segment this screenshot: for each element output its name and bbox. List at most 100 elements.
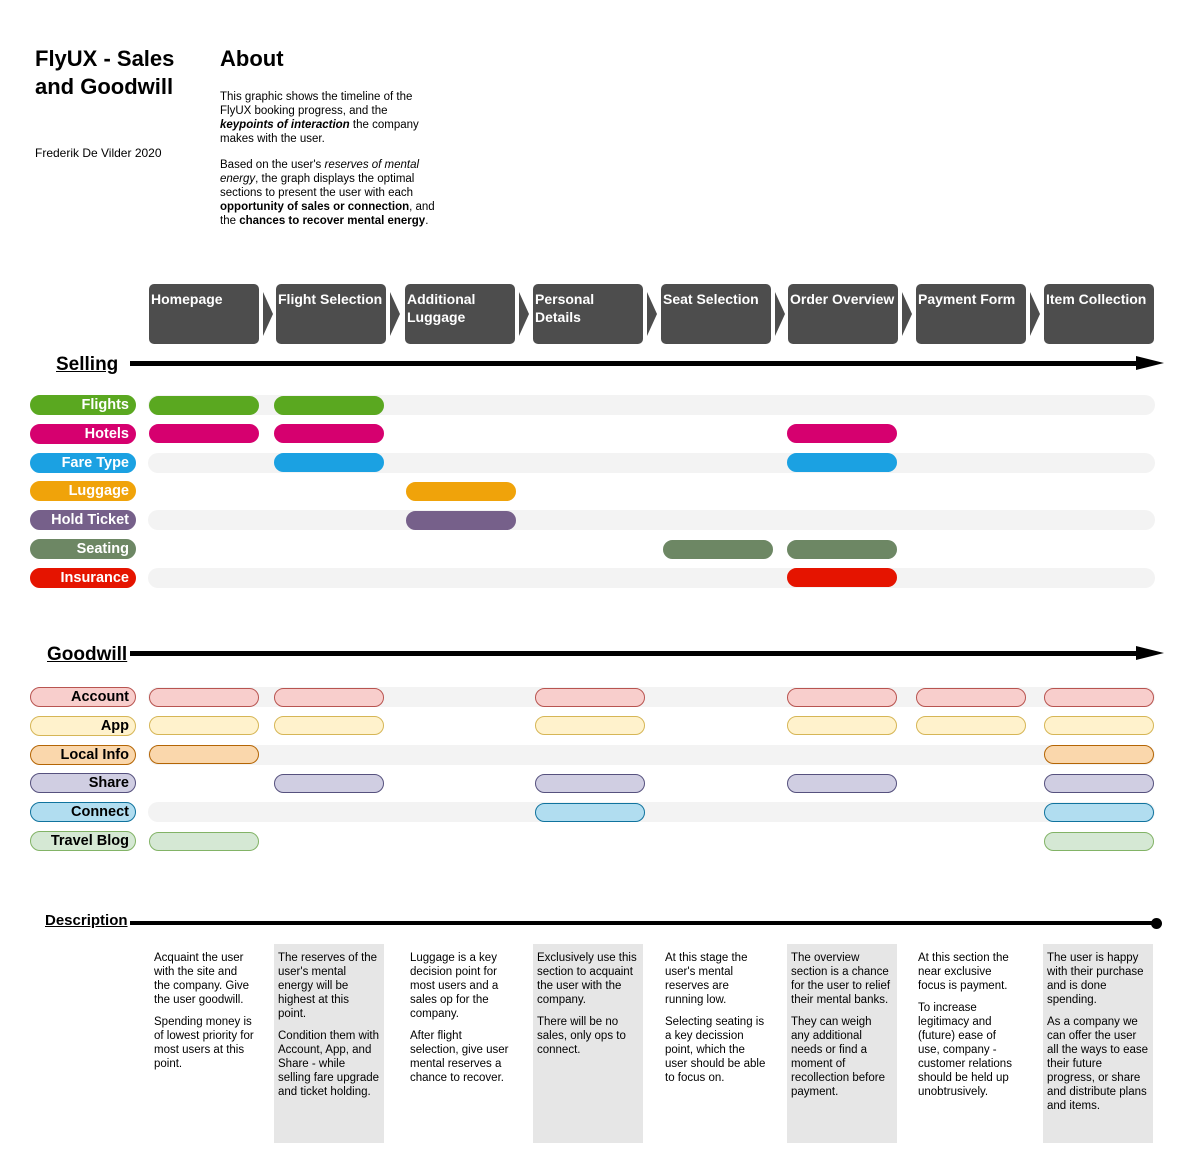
bar-hotels-homepage [149, 424, 259, 444]
selling-arrowhead [1136, 356, 1164, 370]
description-paragraph: They can weigh any additional needs or f… [791, 1016, 885, 1098]
row-label-app: App [30, 715, 136, 736]
stage-chevron [775, 292, 785, 336]
bar-seating-seat-selection [663, 539, 773, 559]
goodwill-arrowhead [1136, 646, 1164, 660]
bar-share-personal-details [535, 773, 645, 793]
bar-app-payment-form [916, 716, 1026, 736]
description-paragraph: Condition them with Account, App, and Sh… [278, 1030, 380, 1098]
bar-app-flight-selection [274, 716, 384, 736]
description-column-bg [533, 944, 643, 1143]
row-track [148, 452, 1155, 473]
description-paragraph: To increase legitimacy and (future) ease… [918, 1002, 1012, 1098]
description-column-bg [274, 944, 384, 1143]
stage-chevron [647, 292, 657, 336]
about-text-segment: , and the [220, 201, 435, 227]
bar-account-personal-details [535, 687, 645, 707]
description-paragraph: The user is happy with their purchase an… [1047, 952, 1144, 1006]
about-text: This graphic shows the timeline of the F… [220, 90, 435, 238]
stage-order-overview: Order Overview [788, 284, 898, 344]
stage-homepage: Homepage [149, 284, 259, 344]
about-text-segment: reserves of mental energy [220, 159, 420, 185]
about-text-segment: . [425, 215, 429, 227]
stage-seat-selection: Seat Selection [661, 284, 771, 344]
page-title: FlyUX - Sales and Goodwill [35, 46, 175, 99]
description-paragraph: Acquaint the user with the site and the … [154, 952, 250, 1006]
stage-chevron [902, 292, 912, 336]
about-text-segment: keypoints of interaction [220, 119, 350, 131]
description-payment-form: At this section the near exclusive focus… [918, 951, 1020, 1107]
row-track [148, 687, 1155, 707]
stage-chevron [263, 292, 273, 336]
row-label-travel-blog: Travel Blog [30, 831, 136, 851]
row-label-flights: Flights [30, 395, 136, 415]
about-text-segment: the company makes with the user. [220, 119, 419, 145]
bar-app-item-collection [1044, 716, 1154, 736]
row-label-insurance: Insurance [30, 567, 136, 588]
row-track [148, 802, 1155, 823]
bar-local-info-item-collection [1044, 745, 1154, 765]
row-track [148, 744, 1155, 765]
bar-travel-blog-homepage [149, 831, 259, 851]
description-paragraph: There will be no sales, only ops to conn… [537, 1016, 626, 1056]
description-additional-luggage: Luggage is a key decision point for most… [410, 951, 512, 1093]
description-item-collection: The user is happy with their purchase an… [1047, 951, 1149, 1121]
row-track [148, 395, 1155, 415]
bar-share-item-collection [1044, 773, 1154, 793]
about-text-segment: Based on the user's [220, 159, 325, 171]
about-text-segment: , the graph displays the optimal section… [220, 173, 415, 199]
bar-app-personal-details [535, 716, 645, 736]
bar-fare-type-flight-selection [274, 453, 384, 473]
bar-account-item-collection [1044, 687, 1154, 707]
stage-chevron [519, 292, 529, 336]
row-label-fare-type: Fare Type [30, 452, 136, 473]
about-text-segment: chances to recover mental energy [239, 215, 426, 227]
description-heading: Description [45, 912, 128, 929]
bar-app-homepage [149, 716, 259, 736]
row-track [148, 510, 1155, 531]
row-label-account: Account [30, 687, 136, 707]
stage-chevron [390, 292, 400, 336]
bar-local-info-homepage [149, 745, 259, 765]
description-column-bg [787, 944, 897, 1143]
bar-fare-type-order-overview [787, 453, 897, 473]
bar-hotels-flight-selection [274, 424, 384, 444]
bar-share-flight-selection [274, 773, 384, 793]
description-flight-selection: The reserves of the user's mental energy… [278, 951, 380, 1107]
bar-account-payment-form [916, 687, 1026, 707]
description-axis [130, 921, 1156, 925]
stage-additional-luggage: Additional Luggage [405, 284, 515, 344]
bar-account-order-overview [787, 687, 897, 707]
bar-account-flight-selection [274, 687, 384, 707]
bar-account-homepage [149, 687, 259, 707]
bar-seating-order-overview [787, 539, 897, 559]
author: Frederik De Vilder 2020 [35, 146, 162, 160]
bar-flights-homepage [149, 395, 259, 415]
description-paragraph: After flight selection, give user mental… [410, 1030, 509, 1084]
description-paragraph: As a company we can offer the user all t… [1047, 1016, 1149, 1112]
bar-hotels-order-overview [787, 424, 897, 444]
stage-personal-details: Personal Details [533, 284, 643, 344]
bar-travel-blog-item-collection [1044, 831, 1154, 851]
bar-app-order-overview [787, 716, 897, 736]
description-column-bg [1043, 944, 1153, 1143]
description-order-overview: The overview section is a chance for the… [791, 951, 893, 1107]
description-homepage: Acquaint the user with the site and the … [154, 951, 256, 1079]
description-seat-selection: At this stage the user's mental reserves… [665, 951, 767, 1093]
bar-connect-item-collection [1044, 802, 1154, 822]
stage-payment-form: Payment Form [916, 284, 1026, 344]
goodwill-heading: Goodwill [47, 644, 128, 665]
bar-hold-ticket-additional-luggage [406, 510, 516, 530]
about-heading: About [220, 46, 284, 71]
description-paragraph: The overview section is a chance for the… [791, 952, 891, 1006]
bar-share-order-overview [787, 773, 897, 793]
stage-chevron [1030, 292, 1040, 336]
about-text-segment: opportunity of sales or connection [220, 201, 410, 213]
row-label-hold-ticket: Hold Ticket [30, 510, 136, 531]
about-paragraph-2: Based on the user's reserves of mental e… [220, 158, 435, 228]
description-paragraph: Exclusively use this section to acquaint… [537, 952, 637, 1006]
goodwill-axis [130, 651, 1140, 656]
description-axis-end [1151, 918, 1162, 929]
about-text-segment: This graphic shows the timeline of the F… [220, 91, 413, 117]
row-label-seating: Seating [30, 539, 136, 559]
